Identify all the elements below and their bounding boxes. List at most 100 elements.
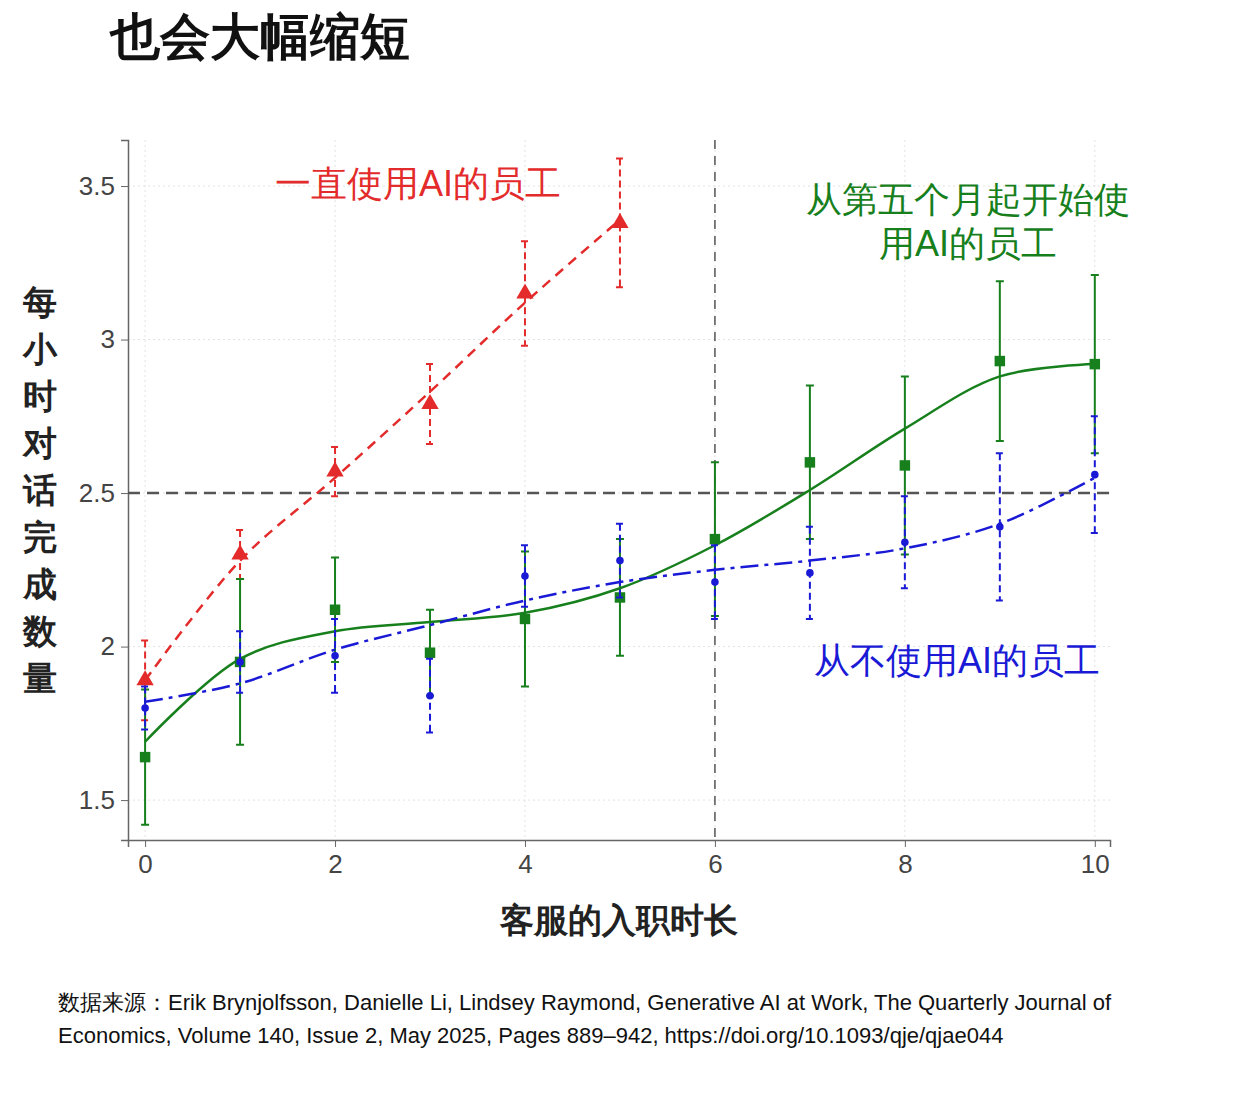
y-axis-title-char: 话 [22,471,57,509]
x-tick-label: 4 [518,849,532,879]
error-bar [711,545,719,619]
marker [616,557,624,565]
x-tick: 8 [898,840,912,879]
fit-line [145,220,620,681]
marker [995,356,1005,366]
y-axis-title-char: 小 [22,330,58,368]
marker [900,460,910,470]
y-axis-title: 每小时对话完成数量 [22,283,58,697]
error-bar [236,579,244,745]
y-tick-mark [121,340,128,341]
x-tick-label: 8 [898,849,912,879]
error-bar [1091,416,1099,533]
x-grid-line [1094,140,1095,840]
marker [326,462,343,477]
error-bar [996,453,1004,600]
x-tick: 6 [708,840,722,879]
y-grid-line [128,339,1110,340]
y-tick: 2.5 [79,478,128,508]
x-tick-mark [525,840,526,847]
x-axis: 0 2 4 6 8 10 [129,840,1111,879]
marker [231,544,248,559]
marker [710,534,720,544]
series-label-line: 从第五个月起开始使 [806,179,1130,220]
x-grid-line [335,140,336,840]
y-tick-mark [121,647,128,648]
y-axis: 1.5 2 2.5 3 3.5 [79,141,129,841]
marker [520,614,530,624]
y-axis-line [121,141,129,841]
marker [425,647,435,657]
marker [1090,359,1100,369]
y-tick-mark [121,800,128,801]
series-label: 从第五个月起开始使用AI的员工 [806,179,1130,264]
x-axis-title: 客服的入职时长 [499,901,738,939]
error-bar [331,619,339,693]
chart: 也会大幅缩短 0 2 4 6 8 10 1.5 2 2.5 3 3.5 一直使用AI的员工 从第五个月起开… [0,0,1244,980]
series-labels: 一直使用AI的员工 从第五个月起开始使用AI的员工从不使用AI的员工 [275,163,1130,681]
marker [426,692,434,700]
marker [236,658,244,666]
y-axis-title-char: 每 [22,283,57,321]
series-label-line: 一直使用AI的员工 [275,163,561,204]
marker [516,284,533,299]
fit-line [145,364,1095,742]
x-axis-line [129,841,1111,848]
plot-area [128,140,1110,840]
marker [806,569,814,577]
x-tick-label: 6 [708,849,722,879]
series [141,416,1099,732]
error-bar [616,524,624,598]
marker [611,213,628,228]
x-tick: 0 [138,840,152,879]
y-tick-label: 2.5 [79,478,115,508]
marker [330,604,340,614]
title: 也会大幅缩短 [109,9,410,65]
error-bar [521,545,529,606]
reference-line [128,492,1110,495]
error-bar [426,659,434,733]
marker [136,670,153,685]
x-tick: 2 [328,840,342,879]
marker [1091,471,1099,479]
marker [140,752,150,762]
x-tick-label: 10 [1081,849,1110,879]
y-tick: 3 [101,324,128,354]
error-bar [141,686,149,729]
marker [711,578,719,586]
y-axis-title-char: 量 [23,659,57,697]
y-axis-title-char: 时 [23,377,57,415]
y-tick: 3.5 [79,171,128,201]
y-grid-line [128,493,1110,494]
series-label-line: 从不使用AI的员工 [814,640,1100,681]
marker [521,572,529,580]
y-tick-mark [121,186,128,187]
marker [331,652,339,660]
y-grid-line [128,800,1110,801]
marker [901,538,909,546]
series [140,275,1100,825]
y-tick-label: 1.5 [79,785,115,815]
marker [141,704,149,712]
y-axis-title-char: 完 [23,518,57,556]
x-tick-mark [335,840,336,847]
grid [128,140,1110,840]
y-axis-title-char: 数 [22,612,58,650]
y-axis-title-char: 成 [22,565,57,603]
x-tick-label: 0 [138,849,152,879]
y-tick-label: 3 [101,324,115,354]
error-bar [806,527,814,619]
marker [421,394,438,409]
error-bar [901,496,909,588]
x-tick-label: 2 [328,849,342,879]
y-tick-mark [121,493,128,494]
y-tick-label: 2 [101,631,115,661]
source-note: 数据来源：Erik Brynjolfsson, Danielle Li, Lin… [58,986,1208,1052]
y-axis-title-char: 对 [22,424,57,462]
series-label-line: 用AI的员工 [879,223,1057,264]
error-bar [236,631,244,692]
marker [235,657,245,667]
x-tick: 4 [518,840,532,879]
x-tick-mark [715,840,716,847]
x-tick-mark [145,840,146,847]
